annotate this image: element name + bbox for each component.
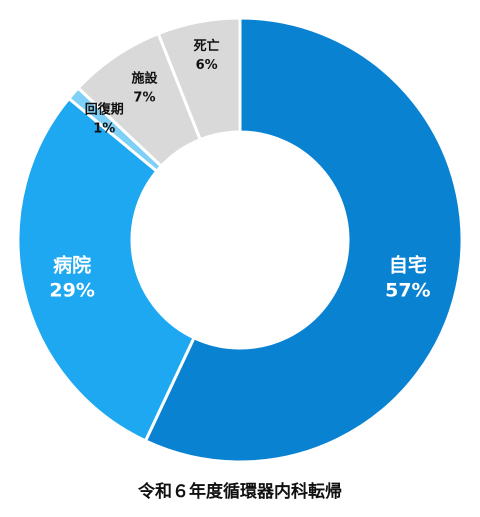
donut-labels: 自宅 57% 病院 29% 回復期 1% 施設 7% 死亡 6%: [49, 38, 430, 301]
slice-label-name-4: 施設: [131, 70, 158, 86]
slice-label-name-2: 病院: [53, 254, 91, 277]
slice-label-percent-2: 29%: [49, 280, 94, 302]
donut-slice-5: [156, 16, 242, 142]
slice-label-name-1: 自宅: [389, 254, 427, 277]
slice-label-percent-4: 7%: [133, 90, 155, 105]
donut-slice-2: [16, 96, 197, 443]
slice-label-name-5: 死亡: [194, 38, 220, 54]
slice-label-name-3: 回復期: [85, 102, 124, 118]
slice-label-percent-5: 6%: [196, 58, 218, 73]
chart-title: 令和６年度循環器内科転帰: [138, 481, 342, 502]
slice-label-percent-1: 57%: [385, 280, 430, 302]
slice-label-percent-3: 1%: [93, 122, 115, 137]
donut-slice-1: [143, 16, 464, 464]
donut-slices: [16, 16, 464, 464]
